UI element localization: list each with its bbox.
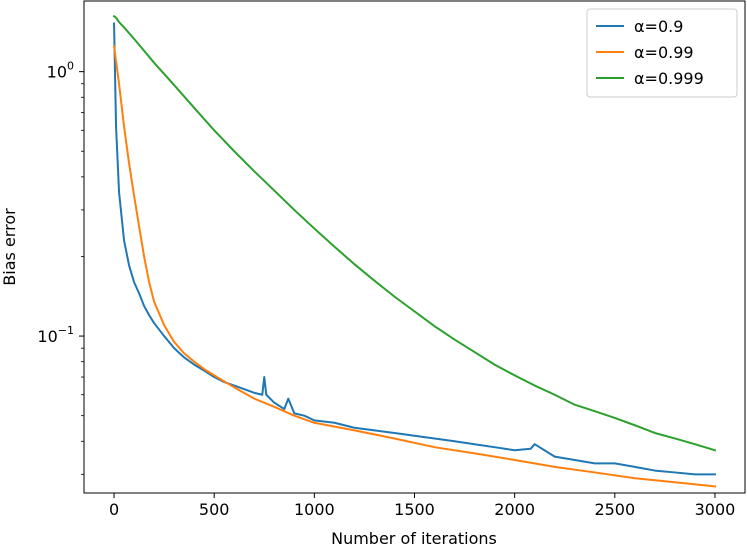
legend-frame — [586, 8, 738, 98]
series-layer — [112, 14, 717, 488]
y-tick-label: 10−1 — [37, 324, 74, 346]
x-tick-label: 2000 — [494, 500, 535, 519]
x-axis-label: Number of iterations — [331, 529, 497, 548]
y-axis: 100 10−1 — [37, 60, 84, 475]
x-tick-label: 3000 — [695, 500, 736, 519]
legend-label-2: α=0.99 — [634, 43, 694, 62]
x-tick-label: 1500 — [394, 500, 435, 519]
y-axis-label: Bias error — [0, 208, 19, 286]
y-tick-label: 100 — [47, 60, 74, 82]
series-line-2 — [112, 44, 717, 488]
legend-label-3: α=0.999 — [634, 69, 704, 88]
legend-label-1: α=0.9 — [634, 17, 683, 36]
x-tick-label: 0 — [109, 500, 119, 519]
x-tick-label: 500 — [199, 500, 230, 519]
legend: α=0.9 α=0.99 α=0.999 — [586, 8, 738, 98]
x-tick-label: 2500 — [594, 500, 635, 519]
series-line-3 — [112, 14, 717, 452]
series-line-1 — [113, 22, 716, 476]
x-tick-label: 1000 — [294, 500, 335, 519]
x-axis: 0 500 1000 1500 2000 2500 3000 — [109, 493, 735, 519]
